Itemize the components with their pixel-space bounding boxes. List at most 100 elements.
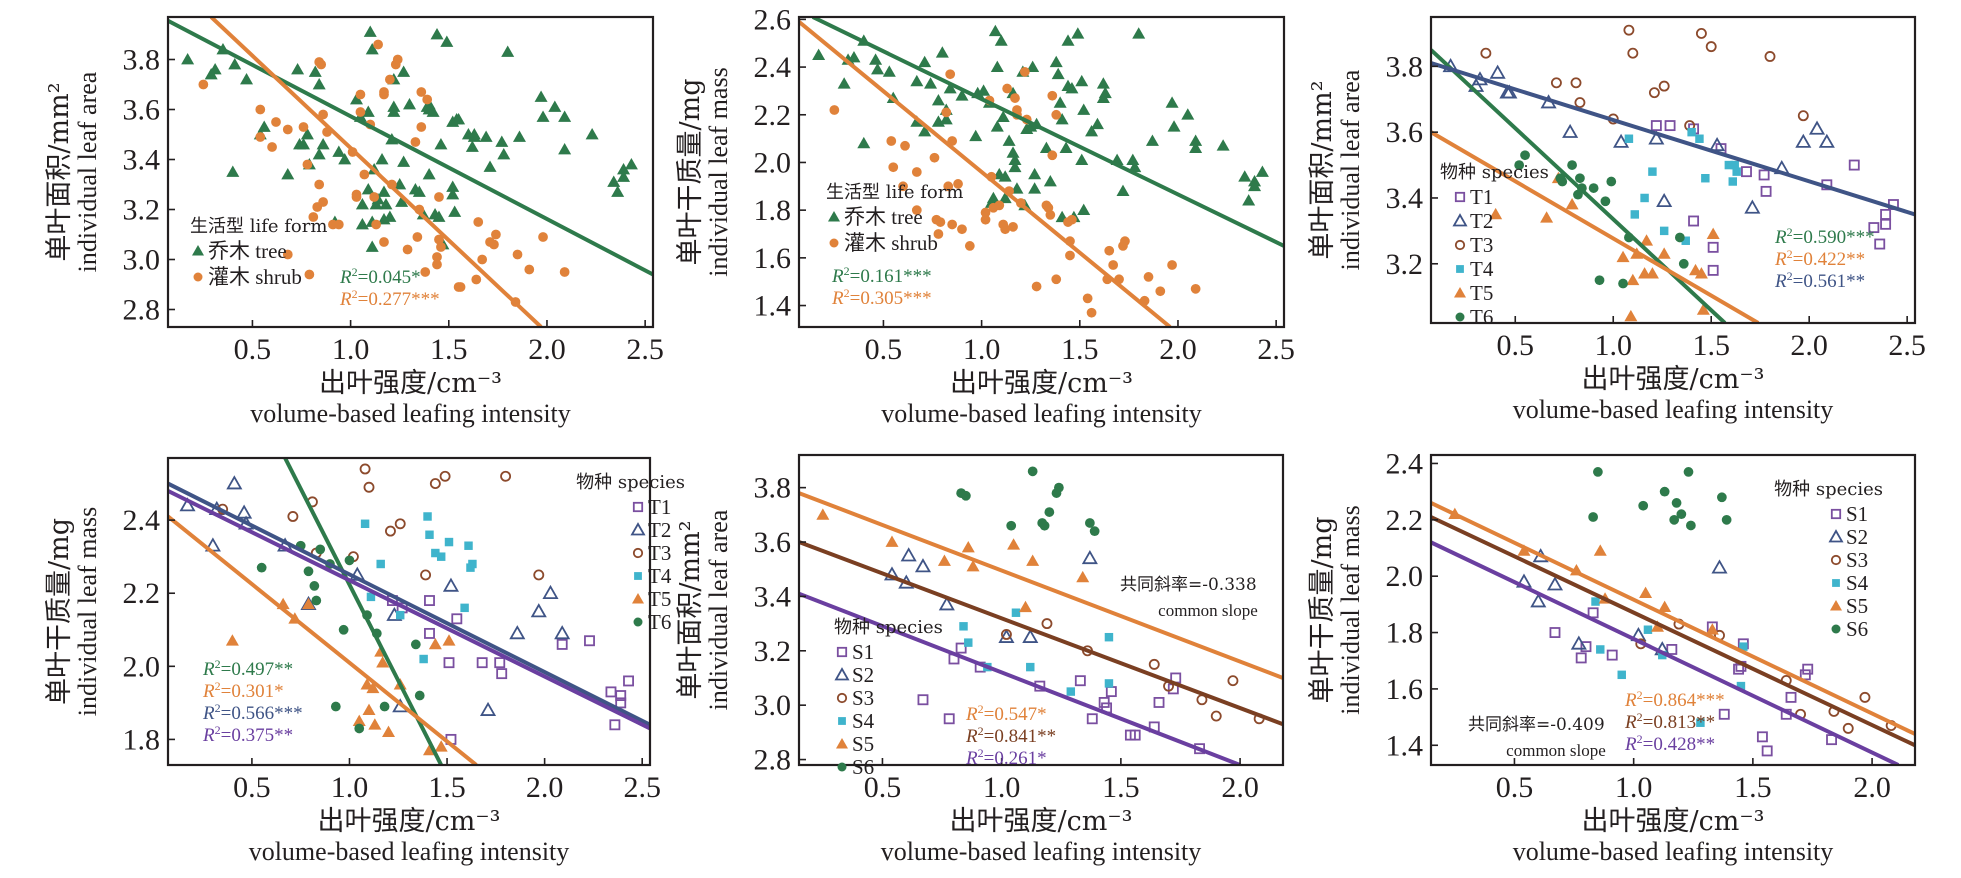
data-point-S4 [1011, 608, 1021, 617]
data-point-T5 [428, 637, 442, 650]
r2-label-S5: R2=0.547* [965, 702, 1047, 725]
data-point-tree [1008, 153, 1022, 165]
plot-frame [797, 453, 1285, 767]
data-point-S6 [1638, 500, 1649, 511]
data-point-tree [1002, 134, 1016, 146]
legend-marker-S5 [836, 738, 848, 749]
data-point-shrub [355, 89, 366, 100]
x-tick-label: 2.0 [526, 771, 564, 804]
data-point-T3 [1627, 47, 1639, 59]
data-point-T3 [287, 511, 299, 522]
data-point-T2 [542, 584, 559, 600]
legend-marker-S6 [1831, 624, 1841, 634]
r2-label-S1: R2=0.261* [965, 746, 1047, 769]
r2-label-S3: R2=0.841** [965, 724, 1056, 747]
data-point-shrub [1047, 90, 1058, 101]
data-point-T6 [309, 581, 320, 591]
data-point-T5 [1624, 309, 1638, 322]
legend-label: T5 [648, 587, 671, 611]
data-point-T4 [460, 603, 469, 613]
data-point-tree [281, 168, 295, 180]
data-point-T1 [1760, 185, 1772, 197]
data-point-tree [1008, 160, 1022, 173]
data-point-T3 [394, 518, 406, 530]
data-point-tree [1039, 141, 1053, 154]
y-tick-label: 1.6 [754, 242, 792, 275]
data-point-S4 [1658, 650, 1667, 660]
data-point-shrub [373, 39, 383, 50]
x-axis-label-en: volume-based leafing intensity [1513, 837, 1834, 866]
data-point-tree [536, 110, 550, 122]
data-point-S1 [1105, 686, 1117, 698]
r2-superscript: 2 [215, 657, 221, 671]
data-point-S1 [1575, 652, 1587, 664]
data-point-tree [387, 105, 401, 117]
data-point-tree [1167, 120, 1181, 132]
r2-label-T2: R2=0.561** [1774, 269, 1865, 292]
data-point-shrub [379, 237, 389, 247]
data-point-shrub [477, 254, 488, 265]
data-point-T3 [1480, 47, 1492, 59]
data-point-shrub [1086, 307, 1097, 318]
legend-label: S6 [1846, 617, 1868, 641]
data-point-tree [994, 34, 1008, 46]
data-point-S1 [1587, 607, 1599, 619]
r2-superscript: 2 [215, 723, 221, 737]
data-point-shrub [886, 136, 897, 146]
y-axis-label-cn: 单叶面积/mm² [1307, 80, 1338, 259]
r2-value: =0.422** [1793, 249, 1865, 270]
data-point-tree [440, 35, 454, 47]
y-tick-label: 3.4 [123, 144, 161, 177]
x-tick-label: 2.0 [1790, 329, 1828, 362]
data-point-S5 [961, 540, 975, 553]
data-point-T5 [382, 725, 396, 737]
data-point-shrub [957, 224, 967, 235]
data-point-T6 [1588, 183, 1599, 193]
x-tick-label: 0.5 [233, 771, 271, 804]
r2-superscript: 2 [1787, 269, 1793, 283]
data-point-shrub [318, 197, 328, 207]
data-point-tree [939, 113, 953, 125]
r2-symbol: R [965, 748, 978, 769]
data-point-S5 [1007, 538, 1021, 550]
data-point-tree [910, 74, 924, 87]
data-point-tree [393, 178, 407, 190]
data-point-shrub [829, 105, 840, 115]
legend-marker-T4 [1456, 265, 1464, 273]
data-point-shrub [1108, 260, 1119, 270]
data-point-T2 [530, 603, 547, 618]
y-axis-label-en: individual leaf area [704, 509, 733, 710]
data-point-shrub [385, 74, 395, 85]
panel-f: 0.5 1.0 1.5 2.0 1.4 1.6 1.8 2.0 2.2 2.4 出叶强度/cm⁻³v… [1307, 447, 1917, 866]
data-point-tree [1189, 141, 1203, 154]
legend-marker-S3 [1830, 554, 1842, 566]
x-tick-label: 2.0 [1159, 333, 1197, 366]
data-point-S6 [1686, 520, 1696, 531]
legend-title: 物种 species [1774, 479, 1883, 500]
data-point-T1 [1707, 241, 1719, 253]
data-point-T4 [464, 541, 473, 550]
data-point-shrub [282, 124, 293, 135]
panel-e: 0.5 1.0 1.5 2.0 2.8 3.0 3.2 3.4 3.6 3.8 出叶强度/cm⁻³v… [675, 453, 1285, 866]
data-point-T2 [1648, 130, 1665, 145]
r2-value: =0.813** [1643, 712, 1715, 733]
legend-marker-T1 [632, 501, 644, 513]
data-point-S4 [1739, 642, 1748, 651]
data-point-shrub [432, 259, 442, 270]
data-point-shrub [935, 217, 946, 227]
data-point-S5 [1076, 570, 1090, 583]
data-point-S1 [1074, 675, 1086, 687]
data-point-shrub [524, 264, 535, 275]
data-point-tree [955, 89, 969, 101]
data-point-T5 [368, 718, 382, 730]
data-point-T1 [1664, 120, 1676, 132]
data-point-tree [1059, 141, 1073, 154]
r2-symbol: R [202, 659, 215, 680]
y-tick-label: 3.8 [1386, 50, 1424, 83]
data-point-tree [434, 138, 448, 150]
data-point-S4 [1026, 662, 1035, 672]
data-point-S6 [1717, 492, 1727, 503]
r2-symbol: R [1624, 734, 1637, 755]
data-point-S1 [1761, 745, 1773, 757]
data-point-T4 [423, 512, 432, 521]
